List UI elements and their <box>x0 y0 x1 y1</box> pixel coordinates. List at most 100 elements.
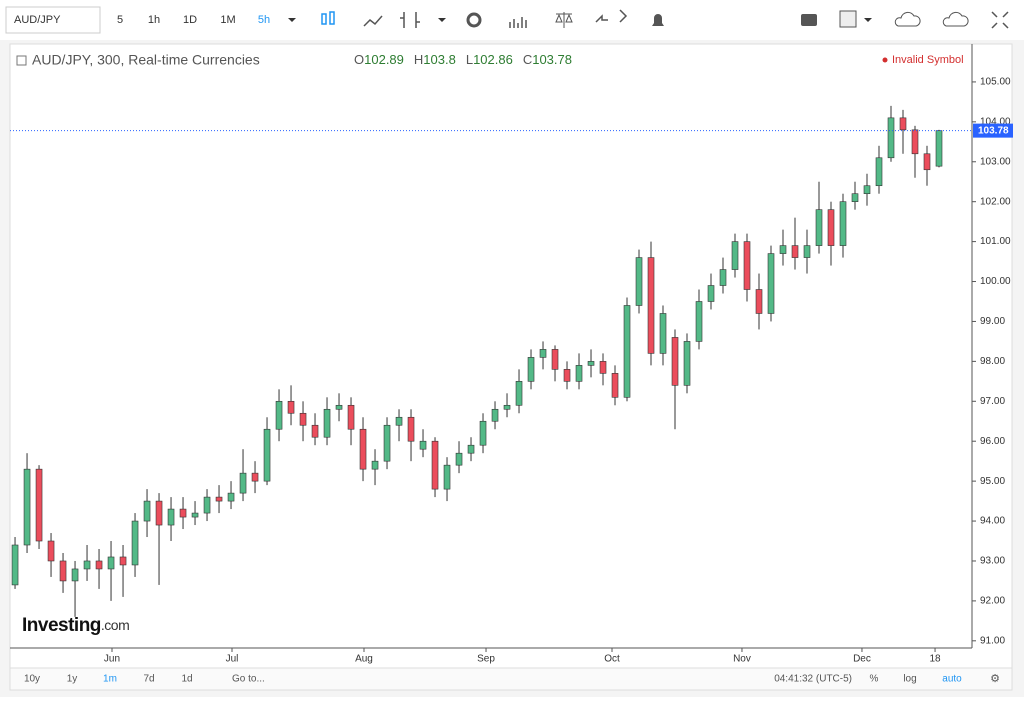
candle-body <box>383 424 391 462</box>
range-button[interactable]: Go to... <box>232 674 265 685</box>
candle-body <box>467 444 475 454</box>
candle-body <box>407 416 415 442</box>
x-tick-label: Jun <box>104 654 120 665</box>
legend-key: O <box>354 52 364 67</box>
candle-body <box>419 440 427 450</box>
candle-body <box>491 408 499 422</box>
logo-suffix: .com <box>101 617 129 633</box>
range-button[interactable]: 7d <box>143 674 154 685</box>
y-tick-label: 98.00 <box>980 356 1005 367</box>
candle-body <box>623 305 631 398</box>
symbol-box[interactable] <box>5 6 101 34</box>
interval[interactable]: 1M <box>220 14 235 26</box>
y-tick-label: 97.00 <box>980 396 1005 407</box>
scale-option[interactable]: auto <box>942 674 962 685</box>
legend-value: 103.78 <box>532 52 572 67</box>
y-tick-label: 99.00 <box>980 316 1005 327</box>
settings-icon[interactable] <box>466 12 482 28</box>
dropdown[interactable] <box>864 18 872 22</box>
candle-body <box>887 117 895 159</box>
x-tick-label: Oct <box>604 654 620 665</box>
candle-body <box>11 544 19 586</box>
logo: Investing.com <box>22 615 129 636</box>
candle-body <box>275 400 283 430</box>
y-tick-label: 103.00 <box>980 156 1011 167</box>
color-icon[interactable] <box>839 10 857 28</box>
interval[interactable]: 5h <box>258 14 270 26</box>
camera-icon[interactable] <box>801 14 817 26</box>
candle-body <box>743 241 751 290</box>
candle-icon[interactable] <box>321 11 335 25</box>
settings[interactable]: ⚙ <box>990 673 1000 685</box>
legend-item: C103.78 <box>523 52 572 67</box>
candle-body <box>335 404 343 410</box>
fullscreen[interactable] <box>991 11 1009 29</box>
interval[interactable]: 5 <box>117 14 123 26</box>
candle-body <box>167 508 175 526</box>
range-button[interactable]: 1d <box>181 674 192 685</box>
candle-body <box>911 129 919 155</box>
candle-body <box>35 468 43 542</box>
legend-key: L <box>466 52 473 67</box>
candle-body <box>791 245 799 258</box>
symbol: AUD/JPY <box>14 14 61 26</box>
candle-body <box>827 209 835 246</box>
candle-body <box>311 424 319 438</box>
y-tick-label: 102.00 <box>980 196 1011 207</box>
candle-body <box>599 361 607 374</box>
candle-body <box>899 117 907 131</box>
candle-body <box>179 508 187 518</box>
candle-body <box>443 464 451 490</box>
interval[interactable]: 1h <box>148 14 160 26</box>
y-tick-label: 93.00 <box>980 556 1005 567</box>
y-tick-label: 92.00 <box>980 596 1005 607</box>
candle-body <box>191 512 199 518</box>
candle-body <box>215 496 223 502</box>
candle-body <box>203 496 211 514</box>
bars-icon[interactable] <box>400 12 420 28</box>
scale-option[interactable]: log <box>903 674 916 685</box>
legend-value: 103.8 <box>423 52 456 67</box>
collapse[interactable] <box>16 55 27 66</box>
candle-body <box>503 404 511 410</box>
dropdown[interactable] <box>288 18 296 22</box>
last-price-box <box>973 123 1013 138</box>
candle-body <box>155 500 163 526</box>
candle-body <box>695 301 703 342</box>
candle-body <box>803 245 811 258</box>
y-tick-label: 94.00 <box>980 516 1005 527</box>
candle-body <box>719 269 727 286</box>
range-button[interactable]: 1m <box>103 674 117 685</box>
candle-body <box>227 492 235 502</box>
range-button[interactable]: 1y <box>67 674 78 685</box>
indicators-icon[interactable] <box>509 17 527 28</box>
candle-body <box>671 337 679 386</box>
legend-item: O102.89 <box>354 52 404 67</box>
undo-redo[interactable] <box>595 9 628 23</box>
chart-title: AUD/JPY, 300, Real-time Currencies <box>32 52 260 68</box>
candle-body <box>683 341 691 386</box>
y-tick-label: 104.00 <box>980 116 1011 127</box>
candle-body <box>479 420 487 446</box>
candle-body <box>611 373 619 398</box>
candle-body <box>71 568 79 582</box>
candle-body <box>923 153 931 171</box>
candle-body <box>839 201 847 246</box>
compare-icon[interactable] <box>555 12 573 28</box>
dropdown[interactable] <box>438 18 446 22</box>
ohlc-legend: O102.89 H103.8 L102.86 C103.78 <box>354 52 572 67</box>
scale-option[interactable]: % <box>870 674 879 685</box>
candle-body <box>815 209 823 246</box>
interval[interactable]: 1D <box>183 14 197 26</box>
line-icon[interactable] <box>363 15 383 27</box>
cloud-save[interactable] <box>942 11 969 27</box>
x-tick-label: Jul <box>226 654 239 665</box>
candle-body <box>83 560 91 570</box>
alert-icon[interactable] <box>652 14 664 26</box>
cloud-load[interactable] <box>894 11 921 27</box>
candle-body <box>359 428 367 470</box>
legend-key: C <box>523 52 532 67</box>
candle-body <box>575 365 583 382</box>
range-button[interactable]: 10y <box>24 674 40 685</box>
